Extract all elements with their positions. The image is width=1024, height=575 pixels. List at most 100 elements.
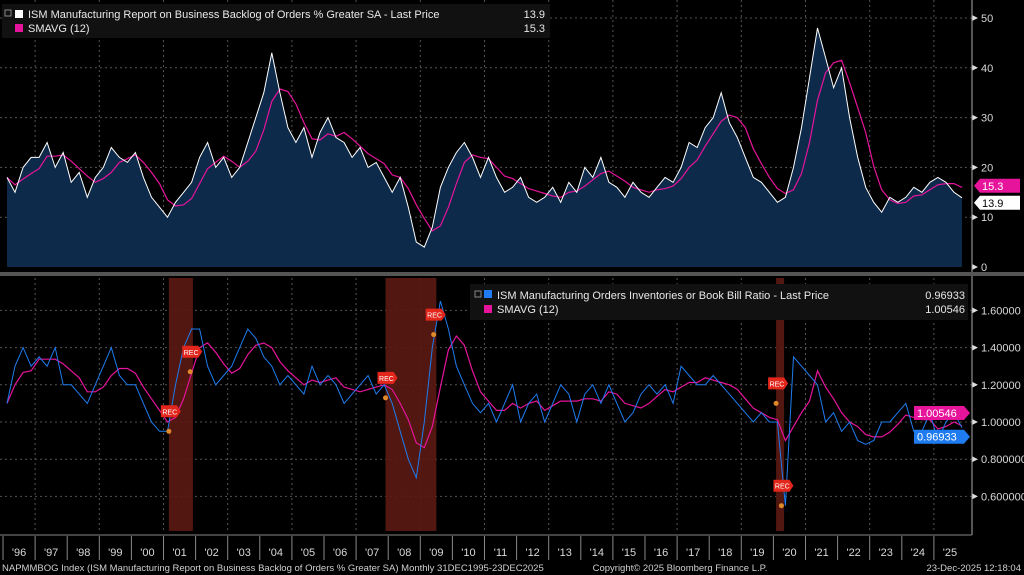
y-tick-label: 0 (981, 262, 987, 274)
last-price-tag: 13.9 (974, 195, 1020, 210)
rec-flag-label: REC (162, 409, 177, 416)
x-tick-label: '09 (429, 547, 443, 559)
axes: 0 10 20 30 40 50 0.600000 0.800000 1.00000 1.2000… (0, 0, 1024, 560)
legend-series-label: ISM Manufacturing Report on Business Bac… (28, 9, 439, 21)
top-legend[interactable]: ISM Manufacturing Report on Business Bac… (2, 4, 550, 38)
last-price-tag: 0.96933 (914, 429, 970, 444)
legend-sma-label: SMAVG (12) (28, 23, 90, 35)
tick-marker (972, 419, 978, 425)
x-tick-label: '98 (76, 547, 90, 559)
rec-flag-shape (182, 345, 203, 358)
sma-line (6, 334, 963, 449)
area-fill (7, 28, 962, 267)
y-tick-label: 20 (981, 162, 993, 174)
x-tick-label: '17 (686, 547, 700, 559)
footer-description: NAPMMBOG Index (ISM Manufacturing Report… (2, 563, 544, 574)
x-tick-label: '16 (654, 547, 668, 559)
tick-marker (972, 381, 978, 388)
x-tick-label: '06 (333, 547, 347, 559)
sma-price-tag-shape (914, 405, 970, 420)
rec-flag-label: REC (379, 376, 394, 383)
x-tick-label: '03 (237, 547, 251, 559)
legend-sma-value: 15.3 (524, 23, 545, 35)
y-tick-label: 10 (981, 212, 993, 224)
sma-line (6, 59, 963, 232)
rec-flag-shape (768, 377, 789, 390)
sma-swatch-pink (15, 24, 23, 32)
x-tick-label: '97 (44, 547, 58, 559)
y-tick-label: 0.600000 (981, 491, 1024, 503)
x-tick-label: '22 (846, 547, 860, 559)
rec-flag-label: REC (427, 313, 442, 320)
annotation-point (778, 503, 784, 509)
legend-series-value: 0.96933 (925, 290, 965, 302)
footer-timestamp: 23-Dec-2025 12:18:04 (926, 563, 1021, 574)
footer-copyright: Copyright© 2025 Bloomberg Finance L.P. (593, 563, 768, 574)
annotation-point (431, 332, 437, 338)
x-tick-label: '08 (397, 547, 411, 559)
x-tick-label: '96 (12, 547, 26, 559)
x-tick-label: '12 (525, 547, 539, 559)
legend-background (2, 4, 550, 38)
recession-band (776, 278, 785, 531)
rec-flag-shape (773, 479, 794, 492)
annotation-point (383, 395, 389, 401)
last-price-tag-label: 0.96933 (917, 432, 957, 444)
rec-flag: REC (425, 308, 446, 321)
rec-flag: REC (377, 371, 398, 384)
x-tick-label: '02 (204, 547, 218, 559)
tick-marker (972, 214, 978, 221)
last-price-tag-shape (914, 429, 970, 444)
y-tick-label: 40 (981, 63, 993, 75)
sma-price-tag-label: 1.00546 (917, 408, 957, 420)
tick-marker (972, 344, 978, 351)
x-tick-label: '18 (718, 547, 732, 559)
rec-flag-shape (160, 405, 181, 418)
y-tick-label: 50 (981, 13, 993, 25)
rec-flag: REC (773, 479, 794, 492)
sma-price-tag: 1.00546 (914, 405, 970, 420)
annotation-point (187, 369, 193, 375)
rec-flag-shape (425, 308, 446, 321)
rec-flag: REC (160, 405, 181, 418)
series-layer (6, 27, 963, 506)
x-tick-label: '01 (172, 547, 186, 559)
series-swatch-white (15, 10, 23, 18)
series-swatch-blue (484, 290, 492, 298)
legend-sma-value: 1.00546 (925, 304, 965, 316)
y-tick-label: 1.20000 (981, 380, 1021, 392)
tick-marker (972, 15, 978, 21)
x-tick-label: '15 (622, 547, 636, 559)
footer: NAPMMBOG Index (ISM Manufacturing Report… (2, 563, 1021, 574)
sma-price-tag-shape (974, 178, 1020, 193)
tick-marker (972, 493, 978, 500)
y-tick-label: 30 (981, 113, 993, 125)
x-tick-label: '14 (590, 547, 604, 559)
collapse-icon[interactable] (4, 9, 12, 17)
rec-flag: REC (768, 377, 789, 390)
x-tick-label: '23 (879, 547, 893, 559)
rec-flag: REC (182, 345, 203, 358)
y-tick-label: 1.60000 (981, 305, 1021, 317)
rec-flag-label: REC (770, 381, 785, 388)
series-line (6, 27, 963, 248)
tick-marker (972, 456, 978, 463)
x-tick-label: '05 (301, 547, 315, 559)
tick-marker (972, 264, 978, 270)
sma-price-tag-label: 15.3 (982, 181, 1003, 193)
last-price-tag-shape (974, 195, 1020, 210)
tick-marker (972, 307, 978, 314)
x-tick-label: '13 (558, 547, 572, 559)
bottom-legend[interactable]: ISM Manufacturing Orders Inventories or … (470, 284, 968, 320)
x-tick-label: '00 (140, 547, 154, 559)
collapse-icon[interactable] (474, 290, 482, 298)
price-tags: REC REC REC REC REC REC 15.3 13.9 1.00546 0.96933 (160, 178, 1020, 509)
x-tick-label: '11 (494, 547, 508, 559)
sma-price-tag: 15.3 (974, 178, 1020, 193)
panel-separator (0, 272, 1024, 276)
y-tick-label: 0.800000 (981, 454, 1024, 466)
legend-series-label: ISM Manufacturing Orders Inventories or … (497, 290, 829, 302)
x-tick-label: '24 (911, 547, 925, 559)
x-tick-label: '20 (782, 547, 796, 559)
